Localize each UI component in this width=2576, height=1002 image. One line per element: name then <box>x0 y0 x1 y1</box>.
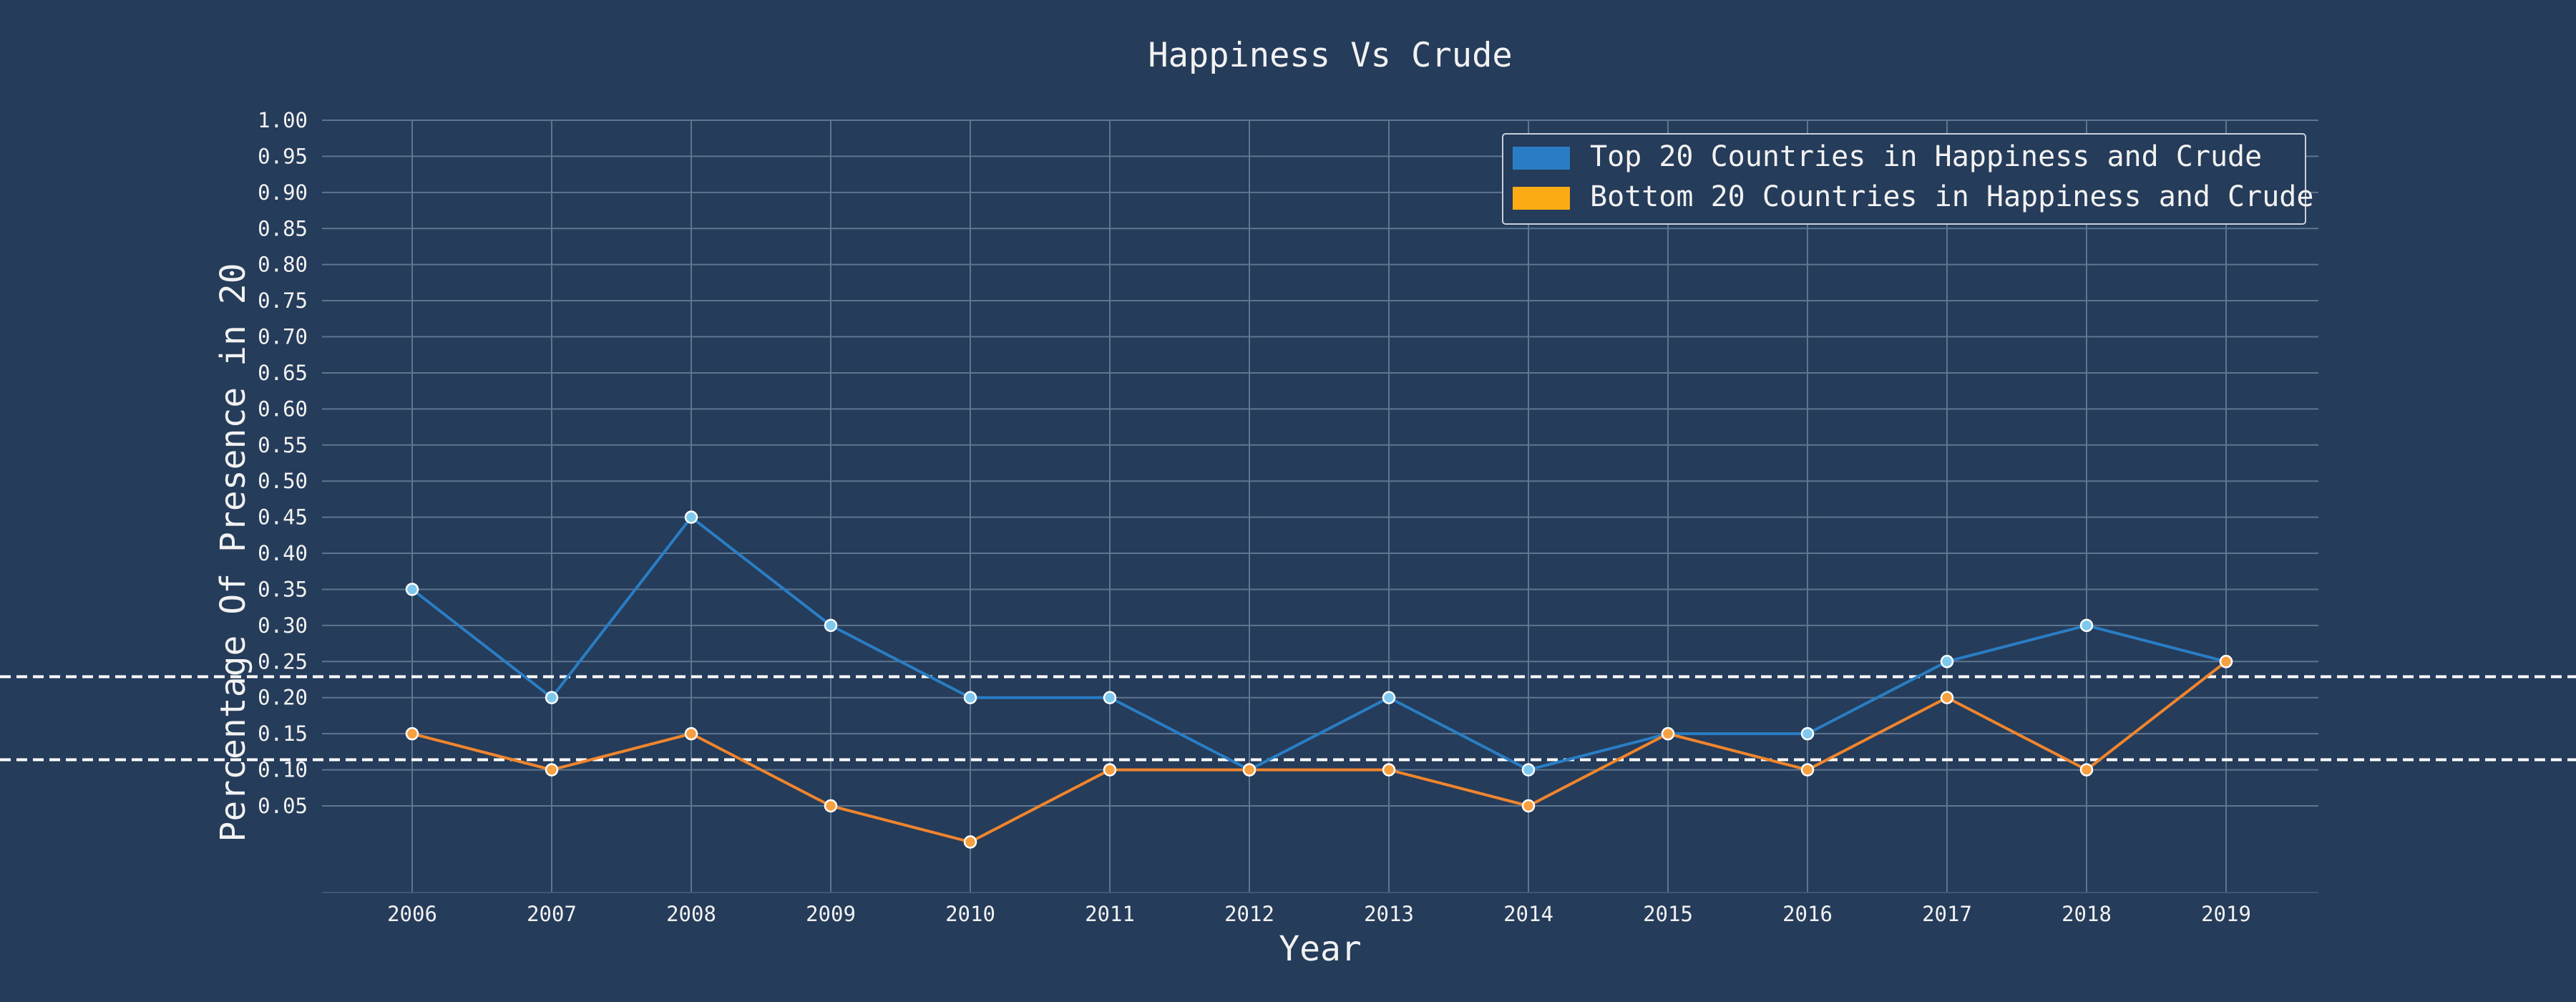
y-tick-label: 0.20 <box>258 686 308 710</box>
y-tick-label: 0.90 <box>258 180 308 205</box>
data-point <box>824 618 838 633</box>
data-point <box>1800 726 1815 741</box>
legend-label-bottom-20: Bottom 20 Countries in Happiness and Cru… <box>1590 180 2313 213</box>
y-tick-label: 0.05 <box>258 794 308 818</box>
x-tick-label: 2007 <box>527 902 577 926</box>
data-point <box>2079 618 2094 633</box>
data-point <box>1382 763 1396 777</box>
data-point <box>2079 763 2094 777</box>
series-line-1 <box>411 660 2228 844</box>
y-tick-label: 0.45 <box>258 505 308 530</box>
legend-label-top-20: Top 20 Countries in Happiness and Crude <box>1590 140 2262 173</box>
data-point <box>963 835 977 849</box>
data-point <box>1242 763 1257 777</box>
y-tick-label: 0.95 <box>258 144 308 168</box>
legend-swatch-top-20 <box>1513 147 1570 170</box>
y-tick-labels: 0.05 0.10 0.15 0.20 0.25 0.30 0.35 0.40 0.45 0.50… <box>258 108 308 818</box>
x-tick-labels: 2006 2007 2008 2009 2010 2011 2012 2013 2014 2015… <box>387 902 2251 926</box>
data-point <box>1800 763 1815 777</box>
y-tick-label: 1.00 <box>258 108 308 132</box>
y-tick-label: 0.60 <box>258 397 308 421</box>
data-point <box>545 691 559 704</box>
data-point <box>1521 763 1536 777</box>
y-tick-label: 0.25 <box>258 649 308 673</box>
data-point <box>684 510 698 524</box>
legend: Top 20 Countries in Happiness and Crude … <box>1502 133 2313 225</box>
data-point <box>1940 655 1954 668</box>
y-tick-label: 0.40 <box>258 541 308 565</box>
data-point <box>824 799 838 813</box>
data-point <box>405 583 419 596</box>
series-line-0 <box>411 515 2227 772</box>
x-tick-label: 2014 <box>1503 902 1553 926</box>
data-point <box>684 726 698 741</box>
legend-box <box>1502 133 2306 225</box>
data-point <box>1661 726 1675 741</box>
x-tick-label: 2008 <box>666 902 716 926</box>
data-point <box>405 726 419 741</box>
y-tick-label: 0.10 <box>258 758 308 782</box>
x-tick-label: 2011 <box>1085 902 1135 926</box>
x-tick-label: 2013 <box>1364 902 1414 926</box>
x-tick-label: 2006 <box>387 902 437 926</box>
chart-title: Happiness Vs Crude <box>1148 36 1512 75</box>
data-point <box>1103 691 1117 704</box>
y-tick-label: 0.55 <box>258 433 308 457</box>
x-tick-label: 2010 <box>945 902 995 926</box>
y-tick-label: 0.70 <box>258 325 308 349</box>
y-tick-label: 0.65 <box>258 361 308 385</box>
y-tick-label: 0.30 <box>258 613 308 638</box>
data-point <box>1940 691 1954 704</box>
x-tick-label: 2016 <box>1782 902 1833 926</box>
grid <box>322 120 2318 893</box>
y-tick-label: 0.50 <box>258 469 308 493</box>
data-point <box>2219 655 2233 668</box>
data-point <box>1382 691 1396 704</box>
x-tick-label: 2015 <box>1643 902 1693 926</box>
x-tick-label: 2019 <box>2201 902 2251 926</box>
mean-lines <box>0 675 2576 762</box>
series <box>405 510 2233 849</box>
y-tick-label: 0.85 <box>258 216 308 240</box>
y-tick-label: 0.35 <box>258 577 308 601</box>
legend-swatch-bottom-20 <box>1513 187 1570 210</box>
y-tick-label: 0.15 <box>258 721 308 746</box>
data-point <box>545 763 559 777</box>
data-point <box>1521 799 1536 813</box>
x-tick-label: 2012 <box>1224 902 1274 926</box>
x-tick-label: 2017 <box>1922 902 1972 926</box>
x-tick-label: 2018 <box>2062 902 2112 926</box>
y-axis-label: Percentage Of Presence in 20 <box>213 263 253 842</box>
data-point <box>963 691 977 704</box>
y-tick-label: 0.80 <box>258 253 308 277</box>
x-axis-label: Year <box>1279 929 1362 969</box>
x-tick-label: 2009 <box>806 902 856 926</box>
data-point <box>1103 763 1117 777</box>
y-tick-label: 0.75 <box>258 288 308 313</box>
